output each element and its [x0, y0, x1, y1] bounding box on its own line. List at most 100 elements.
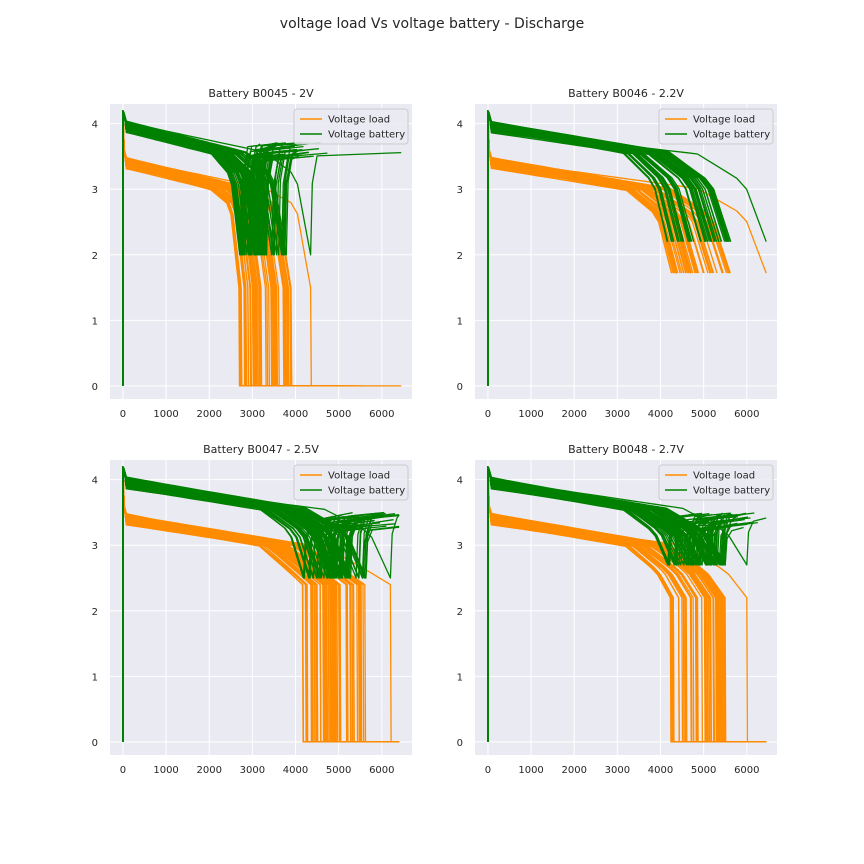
x-tick-label: 3000 [240, 765, 265, 776]
y-tick-label: 2 [457, 251, 463, 262]
series-voltage-battery [122, 465, 400, 742]
series-line [487, 109, 680, 386]
legend: Voltage load Voltage battery [658, 108, 774, 145]
figure-title: voltage load Vs voltage battery - Discha… [280, 16, 584, 32]
series-line [122, 109, 283, 386]
x-tick-label: 3000 [605, 765, 630, 776]
y-tick-label: 4 [92, 476, 98, 487]
x-tick-label: 2000 [197, 765, 222, 776]
x-tick-label: 6000 [369, 409, 394, 420]
y-tick-label: 0 [92, 738, 98, 749]
x-tick-label: 2000 [562, 409, 587, 420]
series-line [122, 465, 371, 743]
x-tick-label: 0 [485, 765, 491, 776]
legend-label: Voltage battery [693, 486, 770, 497]
series-line [487, 109, 690, 386]
x-tick-label: 5000 [326, 409, 351, 420]
series-voltage-battery [122, 109, 402, 386]
legend-label: Voltage battery [328, 486, 405, 497]
series-line [487, 465, 710, 742]
y-tick-label: 4 [92, 120, 98, 131]
x-tick-label: 2000 [197, 409, 222, 420]
subplot-1: 0 1000 2000 3000 4000 5000 6000 0 1 2 3 4 Battery B0… [92, 87, 412, 420]
legend-label: Voltage load [693, 115, 755, 126]
x-tick-label: 0 [120, 409, 126, 420]
x-tick-label: 5000 [691, 765, 716, 776]
series-line [122, 465, 400, 742]
series-line [122, 465, 361, 742]
x-tick-label: 5000 [326, 765, 351, 776]
legend-label: Voltage battery [693, 130, 770, 141]
y-tick-label: 0 [457, 382, 463, 393]
series-line [487, 109, 702, 386]
x-tick-label: 3000 [605, 409, 630, 420]
y-tick-label: 2 [92, 607, 98, 618]
subplot-title: Battery B0047 - 2.5V [203, 443, 319, 456]
legend-label: Voltage battery [328, 130, 405, 141]
x-tick-label: 3000 [240, 409, 265, 420]
subplot-title: Battery B0045 - 2V [208, 87, 314, 100]
legend-box [293, 108, 409, 145]
series-line [487, 465, 700, 743]
subplot-title: Battery B0048 - 2.7V [568, 443, 684, 456]
x-tick-label: 6000 [734, 409, 759, 420]
y-tick-label: 1 [457, 316, 463, 327]
legend-box [658, 108, 774, 145]
series-line [122, 465, 400, 742]
series-line [122, 109, 276, 387]
series-line [487, 465, 735, 743]
y-tick-label: 3 [92, 541, 98, 552]
y-tick-label: 0 [457, 738, 463, 749]
x-tick-label: 5000 [691, 409, 716, 420]
x-tick-label: 6000 [734, 765, 759, 776]
x-tick-label: 6000 [369, 765, 394, 776]
series-line [122, 109, 288, 386]
y-tick-label: 2 [457, 607, 463, 618]
y-tick-label: 4 [457, 120, 463, 131]
subplot-3: 0 1000 2000 3000 4000 5000 6000 0 1 2 3 4 Battery B0… [92, 443, 412, 776]
x-tick-label: 1000 [518, 409, 543, 420]
series-line [122, 109, 302, 386]
x-tick-label: 0 [120, 765, 126, 776]
y-tick-label: 1 [92, 672, 98, 683]
subplot-4: 0 1000 2000 3000 4000 5000 6000 0 1 2 3 4 Battery B0… [457, 443, 777, 776]
series-line [122, 109, 256, 386]
x-tick-label: 1000 [518, 765, 543, 776]
series-line [487, 109, 689, 386]
legend-label: Voltage load [693, 471, 755, 482]
series-line [487, 109, 729, 386]
series-line [122, 465, 353, 742]
legend-box [658, 464, 774, 501]
x-tick-label: 4000 [648, 409, 673, 420]
y-tick-label: 1 [457, 672, 463, 683]
y-tick-label: 4 [457, 476, 463, 487]
x-tick-label: 1000 [153, 765, 178, 776]
y-tick-label: 3 [457, 185, 463, 196]
y-tick-label: 3 [92, 185, 98, 196]
y-tick-label: 3 [457, 541, 463, 552]
x-tick-label: 4000 [648, 765, 673, 776]
x-tick-label: 4000 [283, 765, 308, 776]
series-line [122, 465, 342, 742]
series-line [487, 465, 727, 742]
legend-label: Voltage load [328, 471, 390, 482]
y-tick-label: 1 [92, 316, 98, 327]
subplot-2: 0 1000 2000 3000 4000 5000 6000 0 1 2 3 4 Battery B0… [457, 87, 777, 420]
legend: Voltage load Voltage battery [658, 464, 774, 501]
series-line [487, 465, 733, 742]
series-line [487, 109, 691, 386]
y-tick-label: 0 [92, 382, 98, 393]
series-line [487, 109, 706, 386]
legend: Voltage load Voltage battery [293, 108, 409, 145]
series-voltage-battery [487, 465, 767, 742]
x-tick-label: 1000 [153, 409, 178, 420]
series-line [487, 109, 685, 386]
series-voltage-load [487, 109, 767, 386]
series-voltage-battery [487, 109, 767, 386]
x-tick-label: 4000 [283, 409, 308, 420]
legend-label: Voltage load [328, 115, 390, 126]
y-tick-label: 2 [92, 251, 98, 262]
series-line [487, 109, 678, 386]
